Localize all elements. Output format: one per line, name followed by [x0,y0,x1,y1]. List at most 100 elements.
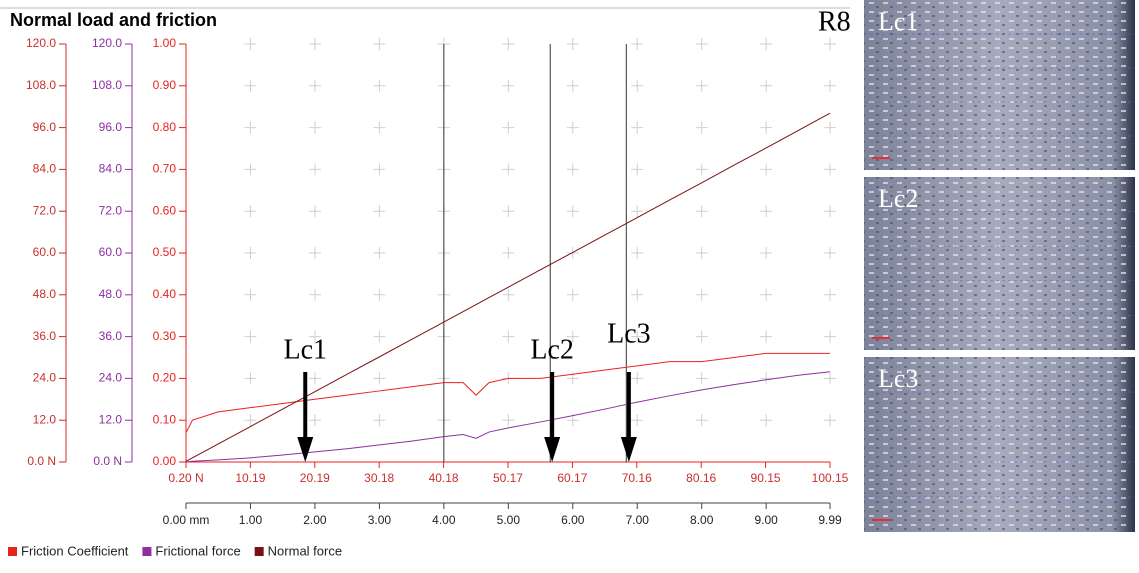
grid-cross [308,38,321,50]
y-tick-label: 0.80 [153,120,177,134]
grid-cross [373,414,386,427]
y-tick-label: 0.90 [153,78,177,92]
grid-cross [308,288,321,301]
x-tick-label: 0.00 mm [163,513,210,527]
y-tick-label: 120.0 [92,36,122,50]
y-tick-label: 96.0 [99,120,123,134]
legend-label: Friction Coefficient [21,543,129,558]
micrograph-texture [864,0,1135,170]
grid-cross [760,288,773,301]
micrograph-texture [864,177,1135,350]
y-tick-label: 0.40 [153,287,177,301]
y-tick-label: 48.0 [33,287,57,301]
grid-cross [824,288,836,301]
grid-cross [373,372,386,385]
y-tick-label: 72.0 [33,203,57,217]
y-tick-label: 12.0 [99,412,123,426]
grid-cross [566,205,579,218]
grid-cross [244,163,257,176]
grid-cross [824,121,836,134]
grid-cross [244,288,257,301]
grid-cross [631,79,644,92]
grid-cross [373,79,386,92]
grid-cross [695,121,708,134]
arrow-label: Lc2 [530,334,574,365]
series-line [185,352,830,433]
grid-cross [244,414,257,427]
legend-swatch [8,547,17,556]
grid-cross [566,38,579,50]
arrow-head [620,437,637,462]
y-tick-label: 0.50 [153,245,177,259]
grid-cross [824,205,836,218]
y-tick-label: 36.0 [99,329,123,343]
grid-cross [308,414,321,427]
x2-tick-label: 40.18 [429,471,459,485]
y-tick-label: 36.0 [33,329,57,343]
grid-cross [631,288,644,301]
grid-cross [373,288,386,301]
series-line [185,112,831,462]
grid-cross [502,247,515,259]
x2-tick-label: 60.17 [557,471,587,485]
arrow-label: Lc3 [607,318,651,349]
grid-cross [308,372,321,385]
grid-cross [695,414,708,427]
y-tick-label: 72.0 [99,203,123,217]
grid-cross [502,288,515,301]
grid-cross [502,79,515,92]
grid-cross [631,163,644,176]
grid-cross [373,163,386,176]
grid-cross [760,121,773,134]
y-tick-label: 0.20 [153,371,177,385]
y-tick-label: 0.10 [153,412,177,426]
grid-cross [373,38,386,50]
grid-cross [760,163,773,176]
grid-cross [373,121,386,134]
y-tick-label: 96.0 [33,120,57,134]
grid-cross [308,205,321,218]
grid-cross [308,121,321,134]
grid-cross [373,247,386,259]
x-tick-label: 7.00 [626,513,650,527]
grid-cross [824,372,836,385]
grid-cross [308,247,321,259]
y-tick-label: 120.0 [26,36,56,50]
grid-cross [244,247,257,259]
grid-cross [760,38,773,50]
grid-cross [695,79,708,92]
x2-tick-label: 0.20 N [168,471,203,485]
arrow-head [544,437,561,462]
grid-cross [631,247,644,259]
grid-cross [760,205,773,218]
y-tick-label: 0.0 N [27,454,56,468]
grid-cross [760,372,773,385]
y-tick-label: 24.0 [33,371,57,385]
grid-cross [566,288,579,301]
grid-cross [373,330,386,343]
legend-label: Normal force [268,543,342,558]
arrow-head [297,437,314,462]
y-tick-label: 0.60 [153,203,177,217]
grid-cross [244,372,257,385]
y-tick-label: 24.0 [99,371,123,385]
micrograph-label: Lc3 [878,364,918,393]
grid-cross [631,38,644,50]
y-tick-label: 0.70 [153,162,177,176]
legend-label: Frictional force [155,543,240,558]
grid-cross [695,247,708,259]
grid-cross [631,330,644,343]
x2-tick-label: 30.18 [364,471,394,485]
series-line [185,371,831,463]
grid-cross [760,247,773,259]
y-tick-label: 84.0 [99,162,123,176]
micrograph-label: Lc1 [878,7,918,36]
micrograph-label: Lc2 [878,184,918,213]
grid-cross [695,288,708,301]
grid-cross [373,205,386,218]
grid-cross [695,163,708,176]
x-tick-label: 2.00 [303,513,327,527]
x2-tick-label: 70.16 [622,471,652,485]
